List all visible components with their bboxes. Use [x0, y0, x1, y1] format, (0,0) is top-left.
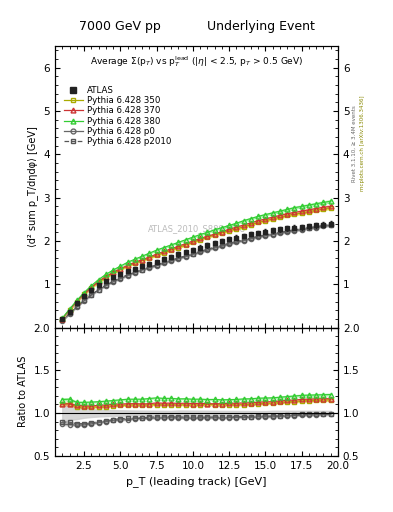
Text: mcplots.cern.ch [arXiv:1306.3436]: mcplots.cern.ch [arXiv:1306.3436] [360, 96, 365, 191]
Legend: ATLAS, Pythia 6.428 350, Pythia 6.428 370, Pythia 6.428 380, Pythia 6.428 p0, Py: ATLAS, Pythia 6.428 350, Pythia 6.428 37… [62, 84, 173, 148]
Text: Average $\Sigma$(p$_T$) vs p$_T^{\mathrm{lead}}$ (|$\eta$| < 2.5, p$_T$ > 0.5 Ge: Average $\Sigma$(p$_T$) vs p$_T^{\mathrm… [90, 55, 303, 70]
X-axis label: p_T (leading track) [GeV]: p_T (leading track) [GeV] [126, 476, 267, 487]
Y-axis label: Ratio to ATLAS: Ratio to ATLAS [18, 356, 28, 428]
Text: ATLAS_2010_S8894728: ATLAS_2010_S8894728 [147, 225, 246, 233]
Text: Rivet 3.1.10, ≥ 3.4M events: Rivet 3.1.10, ≥ 3.4M events [352, 105, 357, 182]
Text: 7000 GeV pp: 7000 GeV pp [79, 20, 160, 33]
Y-axis label: ⟨d² sum p_T/dηdφ⟩ [GeV]: ⟨d² sum p_T/dηdφ⟩ [GeV] [27, 126, 38, 247]
Text: Underlying Event: Underlying Event [207, 20, 314, 33]
